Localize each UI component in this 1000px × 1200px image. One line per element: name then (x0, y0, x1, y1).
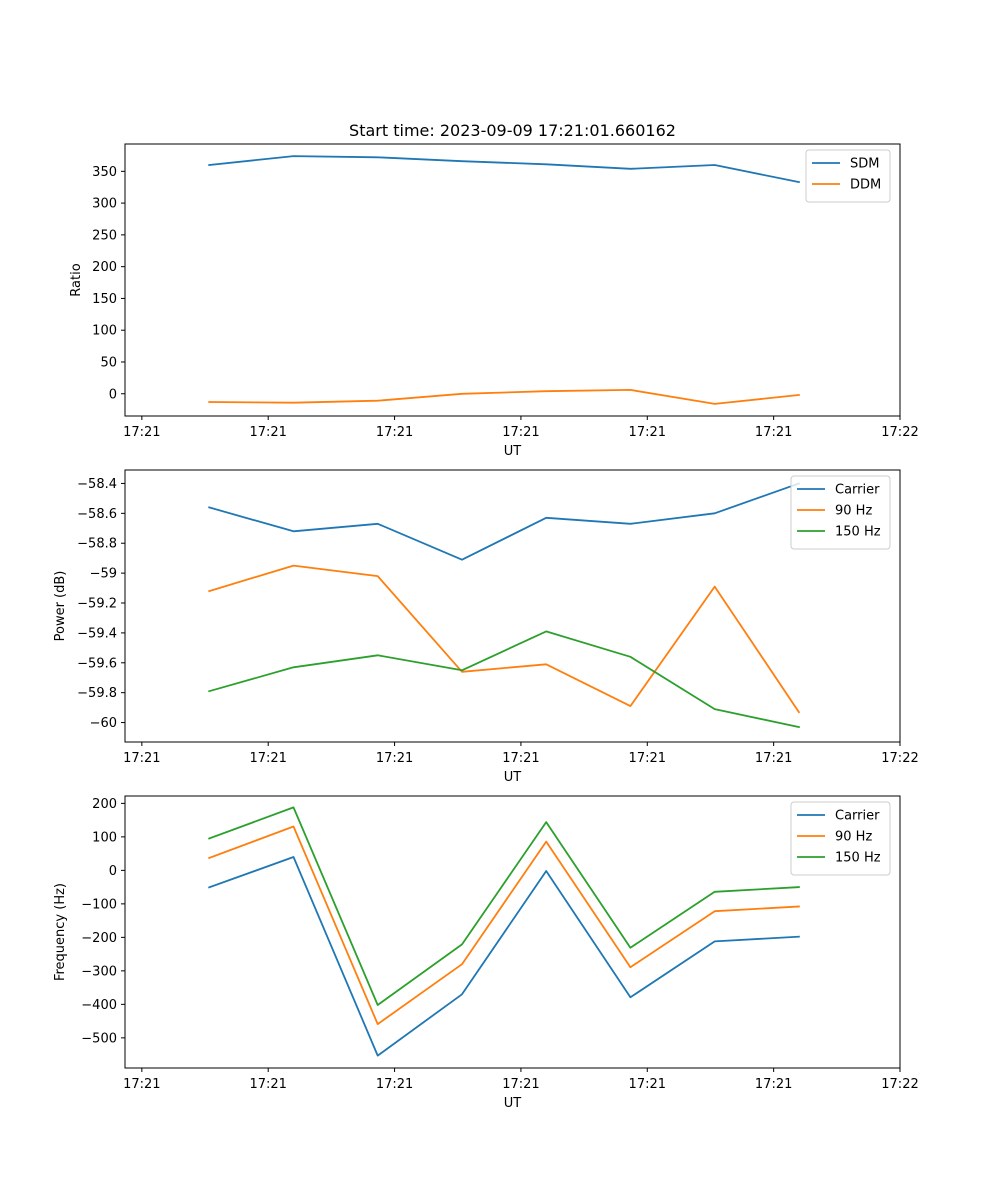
y-tick-label: 350 (92, 165, 117, 180)
axes-frame (124, 143, 901, 417)
series-line-150-hz (208, 806, 800, 1006)
y-tick-label: −200 (81, 931, 117, 946)
x-axis-label: UT (504, 770, 522, 785)
series-line-90-hz (208, 825, 800, 1025)
x-tick-label: 17:21 (502, 1077, 539, 1092)
x-axis-label: UT (504, 1096, 522, 1111)
x-tick-label: 17:21 (629, 751, 666, 766)
legend: Carrier 90 Hz 150 Hz (790, 801, 891, 876)
x-tick-label: 17:22 (881, 751, 918, 766)
x-tick-label: 17:21 (376, 425, 413, 440)
x-tick-label: 17:21 (502, 751, 539, 766)
series-line-90-hz (208, 564, 801, 714)
chart-2: −60 −59.8 −59.6 −59.4 −59.2 −59 −58.8 −58.6 −58.… (53, 469, 919, 785)
x-tick-label: 17:21 (502, 425, 539, 440)
y-tick-label: −58.6 (77, 507, 117, 522)
x-tick-label: 17:21 (123, 1077, 160, 1092)
y-tick-label: −60 (90, 716, 117, 731)
y-tick-label: −59.2 (77, 597, 117, 612)
series-line-150-hz (208, 630, 800, 729)
chart-3: −500 −400 −300 −200 −100 0 100 200 17:21 17:21 17:… (53, 795, 919, 1111)
legend-label: SDM (850, 157, 879, 172)
x-tick-label: 17:21 (376, 751, 413, 766)
x-tick-label: 17:22 (881, 1077, 918, 1092)
legend-label: 150 Hz (835, 525, 881, 540)
legend-label: Carrier (835, 809, 880, 824)
y-tick-label: 100 (92, 830, 117, 845)
x-tick-label: 17:21 (629, 425, 666, 440)
x-tick-label: 17:22 (881, 425, 918, 440)
legend-label: DDM (850, 178, 881, 193)
y-tick-label: −300 (81, 964, 117, 979)
series-line-carrier (208, 482, 801, 561)
y-tick-label: −59.8 (77, 686, 117, 701)
y-tick-label: −58.4 (77, 477, 117, 492)
x-tick-label: 17:21 (123, 751, 160, 766)
axes-frame (124, 795, 901, 1069)
x-tick-label: 17:21 (123, 425, 160, 440)
x-tick-label: 17:21 (755, 751, 792, 766)
legend-label: 150 Hz (835, 851, 881, 866)
y-axis-label: Power (dB) (53, 571, 68, 642)
y-tick-label: 200 (92, 260, 117, 275)
y-tick-label: 250 (92, 228, 117, 243)
chart-title: Start time: 2023-09-09 17:21:01.660162 (349, 121, 676, 140)
x-tick-label: 17:21 (249, 751, 286, 766)
y-tick-label: −400 (81, 998, 117, 1013)
legend: SDM DDM (805, 149, 891, 203)
y-tick-label: −500 (81, 1031, 117, 1046)
legend: Carrier 90 Hz 150 Hz (790, 475, 891, 550)
x-tick-label: 17:21 (376, 1077, 413, 1092)
legend-label: 90 Hz (835, 504, 872, 519)
y-tick-label: 150 (92, 292, 117, 307)
y-tick-label: 50 (100, 355, 117, 370)
x-tick-label: 17:21 (755, 1077, 792, 1092)
series-line-ddm (208, 388, 800, 405)
y-tick-label: 0 (109, 864, 117, 879)
y-tick-label: −59.4 (77, 626, 117, 641)
x-axis-label: UT (504, 444, 522, 459)
x-tick-label: 17:21 (249, 1077, 286, 1092)
legend-label: Carrier (835, 483, 880, 498)
y-tick-label: 100 (92, 324, 117, 339)
y-tick-label: 0 (109, 387, 117, 402)
chart-1: Start time: 2023-09-09 17:21:01.660162 0 5… (69, 121, 919, 459)
y-tick-label: 300 (92, 197, 117, 212)
y-tick-label: 200 (92, 797, 117, 812)
x-tick-label: 17:21 (629, 1077, 666, 1092)
y-tick-label: −59.6 (77, 656, 117, 671)
x-tick-label: 17:21 (249, 425, 286, 440)
x-tick-label: 17:21 (755, 425, 792, 440)
y-axis-label: Frequency (Hz) (53, 883, 68, 981)
series-line-carrier (208, 856, 800, 1057)
y-tick-label: −59 (90, 567, 117, 582)
series-line-sdm (208, 155, 800, 184)
axes-frame (124, 469, 901, 743)
y-axis-label: Ratio (69, 263, 84, 296)
y-tick-label: −58.8 (77, 537, 117, 552)
y-tick-label: −100 (81, 897, 117, 912)
legend-label: 90 Hz (835, 830, 872, 845)
